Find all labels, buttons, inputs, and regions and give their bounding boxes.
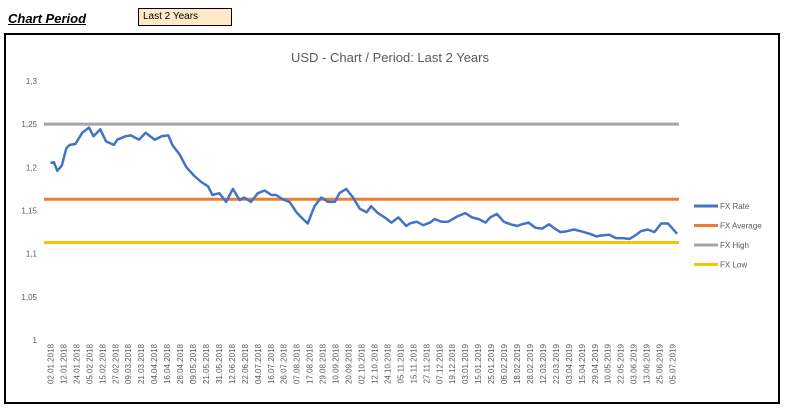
x-tick-label: 09.03.2018 xyxy=(124,343,133,384)
x-tick-label: 02.01.2018 xyxy=(46,343,55,384)
legend: FX Rate FX Average FX High FX Low xyxy=(694,202,762,270)
x-tick-label: 22.03.2019 xyxy=(552,343,561,384)
x-tick-label: 29.04.2019 xyxy=(591,343,600,384)
x-tick-label: 10.05.2019 xyxy=(604,343,613,384)
chart-period-input[interactable]: Last 2 Years xyxy=(138,8,232,26)
x-tick-label: 25.01.2019 xyxy=(487,343,496,384)
chart-svg: USD - Chart / Period: Last 2 Years 1 1,05… xyxy=(21,50,762,384)
x-tick-label: 28.02.2019 xyxy=(526,343,535,384)
y-tick-label: 1,15 xyxy=(21,207,37,216)
x-tick-label: 07.12.2018 xyxy=(435,343,444,384)
x-tick-label: 06.02.2019 xyxy=(500,343,509,384)
x-tick-label: 03.01.2019 xyxy=(461,343,470,384)
x-tick-label: 25.06.2019 xyxy=(656,343,665,384)
x-tick-label: 27.02.2018 xyxy=(111,343,120,384)
x-tick-label: 22.05.2019 xyxy=(617,343,626,384)
x-tick-label: 12.10.2018 xyxy=(370,343,379,384)
x-tick-label: 26.07.2018 xyxy=(280,343,289,384)
x-tick-label: 12.01.2018 xyxy=(59,343,68,384)
x-tick-label: 02.10.2018 xyxy=(358,343,367,384)
x-tick-label: 03.04.2019 xyxy=(565,343,574,384)
x-tick-label: 05.02.2018 xyxy=(85,343,94,384)
x-tick-label: 15.01.2019 xyxy=(474,343,483,384)
x-tick-label: 31.05.2018 xyxy=(215,343,224,384)
x-tick-label: 20.09.2018 xyxy=(345,343,354,384)
x-tick-label: 26.04.2018 xyxy=(176,343,185,384)
y-tick-label: 1,3 xyxy=(26,77,38,86)
x-tick-label: 05.11.2018 xyxy=(396,343,405,383)
x-tick-label: 22.06.2018 xyxy=(241,343,250,384)
x-tick-label: 16.04.2018 xyxy=(163,343,172,384)
x-tick-label: 04.04.2018 xyxy=(150,343,159,384)
x-tick-label: 21.05.2018 xyxy=(202,343,211,384)
series-lines xyxy=(50,126,679,241)
x-tick-label: 24.01.2018 xyxy=(72,343,81,384)
x-tick-label: 19.12.2018 xyxy=(448,343,457,384)
y-tick-label: 1,25 xyxy=(21,120,37,129)
x-tick-label: 16.07.2018 xyxy=(267,343,276,384)
x-tick-label: 24.10.2018 xyxy=(383,343,392,384)
x-tick-label: 12.03.2019 xyxy=(539,343,548,384)
x-axis-ticks: 02.01.2018 12.01.2018 24.01.2018 05.02.2018… xyxy=(46,343,677,384)
y-tick-label: 1,05 xyxy=(21,293,37,302)
x-tick-label: 15.04.2019 xyxy=(578,343,587,384)
x-tick-label: 13.06.2019 xyxy=(643,343,652,384)
x-tick-label: 27.11.2018 xyxy=(422,343,431,383)
legend-label: FX High xyxy=(720,241,749,250)
chart-title: USD - Chart / Period: Last 2 Years xyxy=(291,50,489,65)
chart-period-label: Chart Period xyxy=(8,11,87,26)
y-tick-label: 1 xyxy=(33,336,38,345)
y-tick-label: 1,2 xyxy=(26,163,38,172)
reference-lines xyxy=(44,122,679,244)
series-line-fx-rate xyxy=(50,126,679,241)
x-tick-label: 17.08.2018 xyxy=(306,343,315,384)
x-tick-label: 05.07.2019 xyxy=(669,343,678,384)
x-tick-label: 03.06.2019 xyxy=(630,343,639,384)
chart-frame: USD - Chart / Period: Last 2 Years 1 1,05… xyxy=(4,33,780,404)
x-tick-label: 15.02.2018 xyxy=(98,343,107,384)
x-tick-label: 07.08.2018 xyxy=(293,343,302,384)
x-tick-label: 04.07.2018 xyxy=(254,343,263,384)
y-tick-label: 1,1 xyxy=(26,250,38,259)
x-tick-label: 12.06.2018 xyxy=(228,343,237,384)
legend-label: FX Average xyxy=(720,222,762,231)
x-tick-label: 10.09.2018 xyxy=(332,343,341,384)
x-tick-label: 29.08.2018 xyxy=(319,343,328,384)
x-tick-label: 18.02.2019 xyxy=(513,343,522,384)
x-tick-label: 21.03.2018 xyxy=(137,343,146,384)
x-tick-label: 15.11.2018 xyxy=(409,343,418,383)
y-axis-ticks: 1 1,05 1,1 1,15 1,2 1,25 1,3 xyxy=(21,77,37,345)
x-tick-label: 09.05.2018 xyxy=(189,343,198,384)
legend-label: FX Rate xyxy=(720,202,750,211)
legend-label: FX Low xyxy=(720,261,747,270)
